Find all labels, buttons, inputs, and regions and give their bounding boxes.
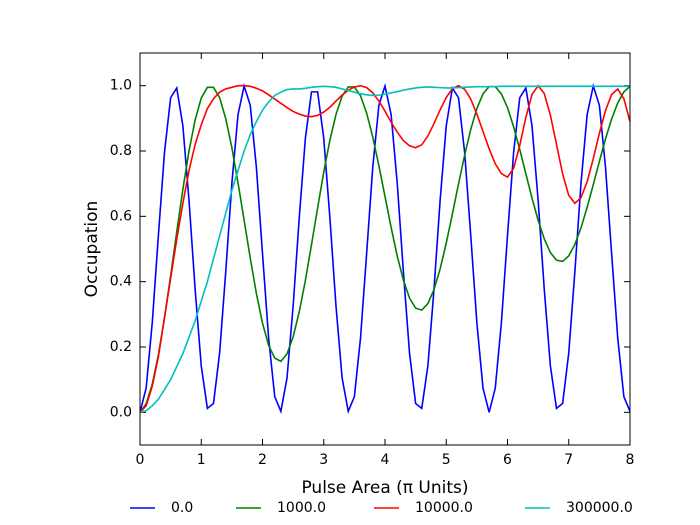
x-tick-label: 8	[626, 452, 635, 468]
x-tick-label: 6	[503, 452, 512, 468]
x-axis-label: Pulse Area (π Units)	[301, 478, 468, 498]
x-tick-label: 0	[136, 452, 145, 468]
x-tick-label: 5	[442, 452, 451, 468]
legend-label: 0.0	[171, 500, 193, 516]
y-tick-label: 0.0	[110, 404, 132, 420]
y-tick-label: 0.6	[110, 208, 132, 224]
x-tick-label: 4	[381, 452, 390, 468]
legend-label: 10000.0	[415, 500, 473, 516]
series-line	[140, 82, 630, 415]
x-tick-label: 7	[564, 452, 573, 468]
plot-frame	[139, 52, 631, 446]
series-line	[140, 85, 630, 414]
legend-label: 1000.0	[277, 500, 326, 516]
legend-label: 300000.0	[566, 500, 633, 516]
x-tick-label: 3	[319, 452, 328, 468]
y-axis-label: Occupation	[82, 201, 102, 298]
series-line	[140, 85, 630, 413]
series-line	[140, 84, 630, 413]
y-tick-label: 0.2	[110, 339, 132, 355]
y-tick-label: 0.4	[110, 274, 132, 290]
y-tick-label: 0.8	[110, 143, 132, 159]
x-tick-label: 2	[258, 452, 267, 468]
x-tick-label: 1	[197, 452, 206, 468]
y-tick-label: 1.0	[110, 78, 132, 94]
